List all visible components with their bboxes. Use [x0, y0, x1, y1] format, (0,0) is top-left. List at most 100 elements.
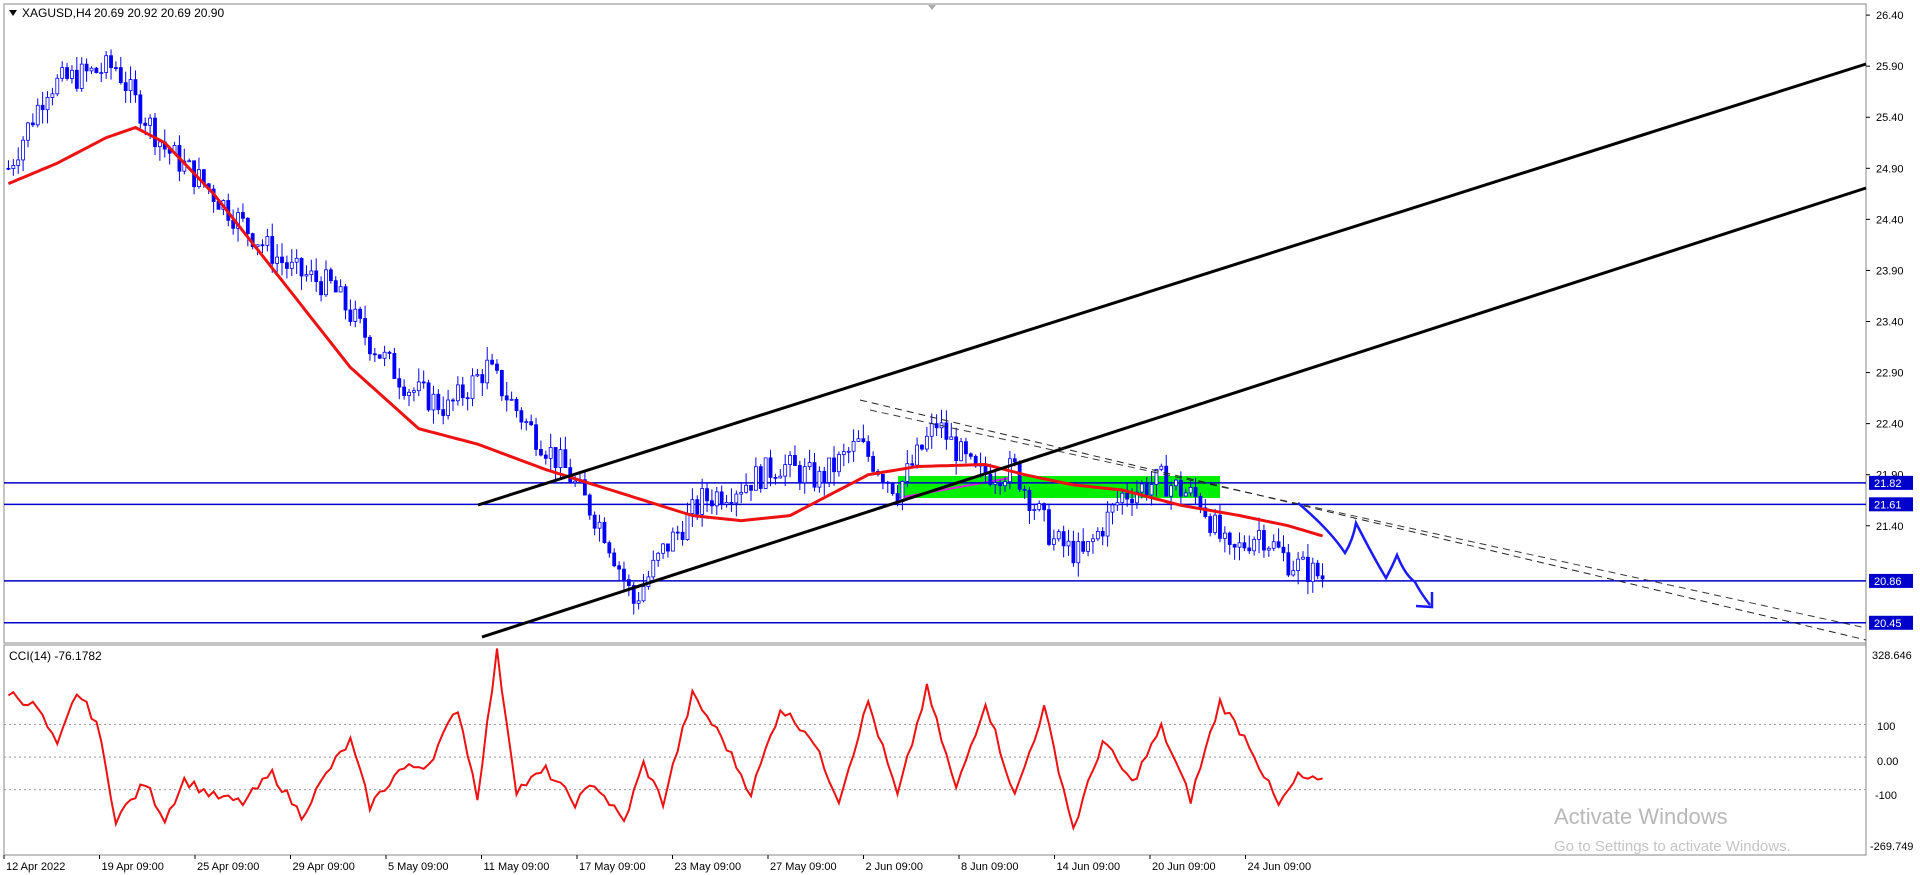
x-tick-label: 24 Jun 09:00 — [1248, 861, 1312, 873]
candle-body — [26, 122, 30, 141]
candle-body — [1071, 540, 1076, 564]
dashed-trendline-lower[interactable] — [869, 409, 1867, 629]
candle-body — [1066, 540, 1071, 547]
candle-body — [416, 381, 421, 392]
candle-body — [1315, 562, 1320, 577]
candle-body — [1291, 570, 1296, 576]
candle-body — [832, 457, 836, 473]
candle-body — [245, 217, 250, 235]
candle-body — [1144, 483, 1149, 496]
dashed-trendline-upper[interactable] — [859, 399, 1867, 641]
candle-body — [328, 269, 333, 282]
candle-body — [910, 463, 915, 466]
candle-body — [993, 482, 998, 485]
level-label: 21.61 — [1874, 499, 1902, 511]
candle-body — [724, 501, 729, 505]
candle-body — [817, 470, 822, 488]
candle-body — [729, 501, 734, 504]
candle-body — [1061, 531, 1066, 547]
candle-body — [236, 212, 240, 229]
candle-body — [837, 454, 841, 473]
candle-body — [353, 308, 358, 322]
candle-body — [543, 454, 548, 459]
candle-body — [1296, 558, 1301, 572]
candle-body — [915, 444, 919, 466]
x-tick-label: 14 Jun 09:00 — [1057, 861, 1121, 873]
candle-body — [861, 438, 866, 442]
watermark-title: Activate Windows — [1554, 804, 1728, 829]
channel-line-lower[interactable] — [481, 186, 1867, 639]
candle-body — [1188, 487, 1193, 494]
cci-level-minus100: -100 — [1875, 790, 1897, 802]
level-label: 20.86 — [1874, 576, 1902, 588]
cci-level-100: 100 — [1877, 721, 1895, 733]
candle-body — [514, 398, 519, 412]
x-tick-label: 29 Apr 09:00 — [293, 861, 355, 873]
candle-body — [460, 384, 465, 399]
candle-body — [622, 568, 626, 581]
candle-body — [21, 139, 25, 161]
candle-body — [426, 382, 431, 411]
candle-body — [1130, 498, 1134, 504]
candle-body — [797, 465, 802, 484]
candle-body — [99, 72, 104, 74]
candle-body — [372, 353, 377, 356]
candle-body — [934, 423, 939, 429]
candle-body — [788, 455, 792, 465]
candle-body — [846, 450, 851, 453]
candle-body — [431, 393, 436, 411]
candle-body — [587, 494, 592, 516]
candle-body — [636, 600, 641, 604]
horizontal-levels — [4, 482, 1866, 624]
y-tick-label: 23.40 — [1876, 317, 1904, 329]
candle-body — [988, 473, 993, 485]
candle-body — [1213, 514, 1217, 533]
candle-body — [441, 409, 446, 416]
candle-body — [641, 586, 646, 602]
candle-body — [768, 457, 773, 478]
chart-menu-icon[interactable] — [9, 10, 17, 16]
candle-body — [55, 77, 60, 95]
candle-body — [602, 521, 607, 544]
candle-body — [651, 559, 656, 578]
level-label-box — [1869, 573, 1913, 588]
y-tick-label: 24.40 — [1876, 214, 1904, 226]
candle-body — [1286, 552, 1291, 576]
channel-line-upper[interactable] — [477, 62, 1867, 507]
candle-body — [753, 466, 758, 491]
candle-body — [1232, 544, 1237, 548]
candle-body — [319, 281, 323, 296]
candle-body — [749, 484, 753, 491]
candle-body — [802, 466, 807, 484]
y-tick-label: 26.40 — [1876, 10, 1904, 22]
candle-body — [509, 398, 514, 401]
x-tick-label: 17 May 09:00 — [579, 861, 646, 873]
candle-body — [30, 122, 35, 126]
collapse-chevron-icon[interactable] — [928, 5, 936, 10]
candle-body — [964, 441, 968, 455]
candle-body — [617, 565, 621, 570]
candle-body — [1310, 562, 1315, 583]
candle-body — [1281, 546, 1286, 554]
candle-body — [187, 160, 192, 163]
candle-body — [812, 462, 817, 488]
candle-body — [597, 521, 602, 529]
y-tick-label: 22.40 — [1876, 419, 1904, 431]
level-price-labels: 21.82 21.61 20.86 20.45 — [1869, 475, 1913, 630]
level-label-box — [1869, 497, 1913, 512]
cci-path — [7, 648, 1323, 831]
candle-body — [968, 453, 973, 457]
candle-body — [402, 386, 407, 397]
level-label: 21.82 — [1874, 478, 1902, 490]
candle-body — [1242, 542, 1247, 549]
candle-body — [900, 481, 905, 503]
candle-body — [675, 531, 680, 534]
candle-body — [612, 552, 617, 567]
candle-body — [1037, 503, 1042, 510]
candle-body — [524, 421, 529, 424]
x-tick-label: 11 May 09:00 — [484, 861, 550, 873]
time-axis: 12 Apr 2022 19 Apr 09:00 25 Apr 09:00 29 Ap… — [3, 855, 1312, 873]
candle-body — [1017, 461, 1022, 490]
candle-body — [446, 399, 451, 416]
x-tick-label: 27 May 09:00 — [770, 861, 837, 873]
